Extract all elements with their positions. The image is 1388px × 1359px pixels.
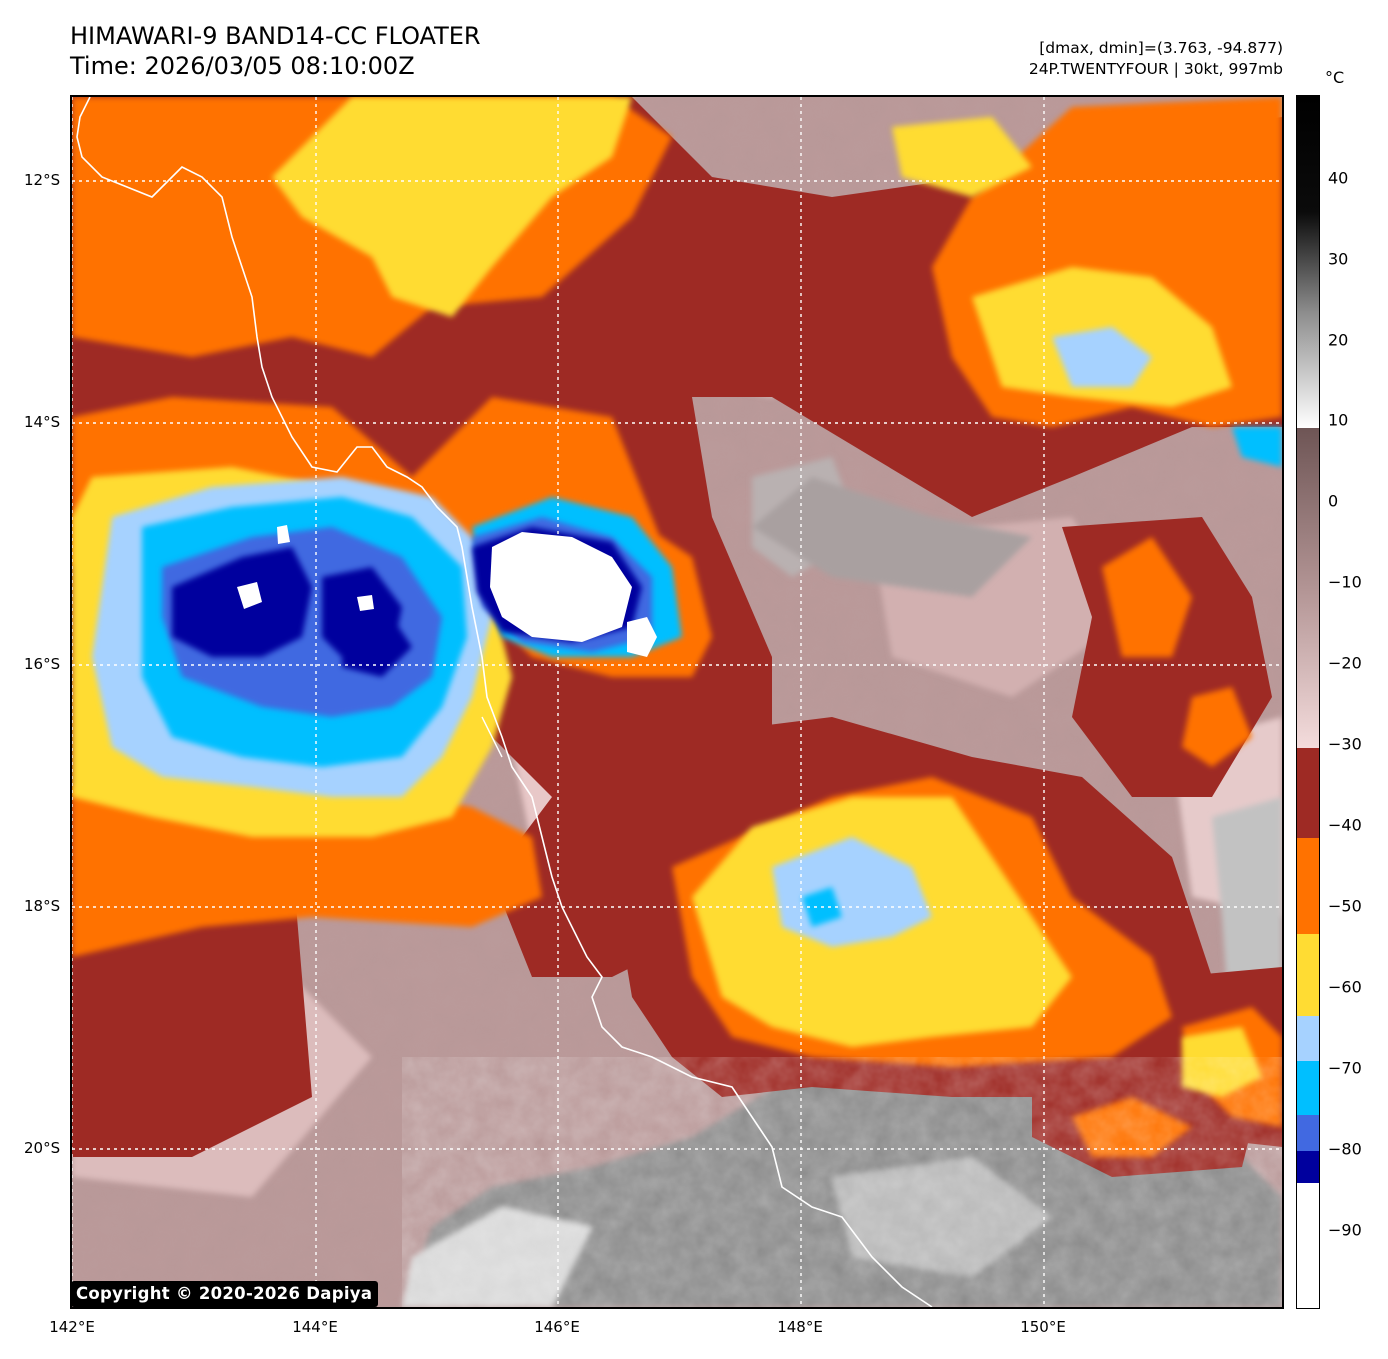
colorbar-tick-minus50: −50 [1328,896,1362,916]
colorbar [1296,95,1320,1309]
colorbar-light-blue-band [1297,1016,1319,1061]
lat-label-18s: 18°S [24,897,61,915]
lon-label-148e: 148°E [777,1318,823,1336]
lat-label-20s: 20°S [24,1139,61,1157]
graticule [72,97,1282,1307]
lon-label-146e: 146°E [534,1318,580,1336]
coastline [76,97,933,1307]
cloud-band-white [237,525,657,657]
colorbar-cyan-band [1297,1061,1319,1115]
colorbar-tick-minus30: −30 [1328,734,1362,754]
colorbar-white-band [1297,1183,1319,1308]
colorbar-navy-band [1297,1151,1319,1183]
colorbar-brown-band [1297,428,1319,748]
colorbar-tick-30: 30 [1328,249,1349,269]
colorbar-unit: °C [1325,68,1345,87]
colorbar-tick-10: 10 [1328,410,1349,430]
colorbar-tick-minus40: −40 [1328,815,1362,835]
valid-time: Time: 2026/03/05 08:10:00Z [70,52,415,80]
colorbar-tick-minus90: −90 [1328,1220,1362,1240]
map-canvas [72,97,1282,1307]
product-title: HIMAWARI-9 BAND14-CC FLOATER [70,22,481,50]
colorbar-dark-red-band [1297,748,1319,838]
satellite-map [70,95,1284,1309]
colorbar-royal-blue-band [1297,1115,1319,1151]
colorbar-orange-band [1297,838,1319,934]
colorbar-tick-20: 20 [1328,330,1349,350]
colorbar-tick-40: 40 [1328,168,1349,188]
lat-label-12s: 12°S [24,171,61,189]
colorbar-gray-band [1297,96,1319,428]
lon-label-144e: 144°E [292,1318,338,1336]
cloud-texture-gray [402,1057,1282,1307]
lon-label-142e: 142°E [49,1318,95,1336]
colorbar-tick-minus10: −10 [1328,572,1362,592]
colorbar-yellow-band [1297,934,1319,1016]
colorbar-tick-minus70: −70 [1328,1058,1362,1078]
copyright-badge: Copyright © 2020-2026 Dapiya [71,1281,379,1307]
lat-label-14s: 14°S [24,413,61,431]
colorbar-tick-minus20: −20 [1328,653,1362,673]
colorbar-scale [1297,96,1319,1308]
lat-label-16s: 16°S [24,655,61,673]
colorbar-tick-minus60: −60 [1328,977,1362,997]
storm-info-text: 24P.TWENTYFOUR | 30kt, 997mb [1028,60,1283,78]
data-range-text: [dmax, dmin]=(3.763, -94.877) [1039,39,1283,57]
lon-label-150e: 150°E [1020,1318,1066,1336]
coastline-islands [481,716,503,758]
colorbar-tick-minus80: −80 [1328,1139,1362,1159]
colorbar-tick-0: 0 [1328,491,1339,511]
